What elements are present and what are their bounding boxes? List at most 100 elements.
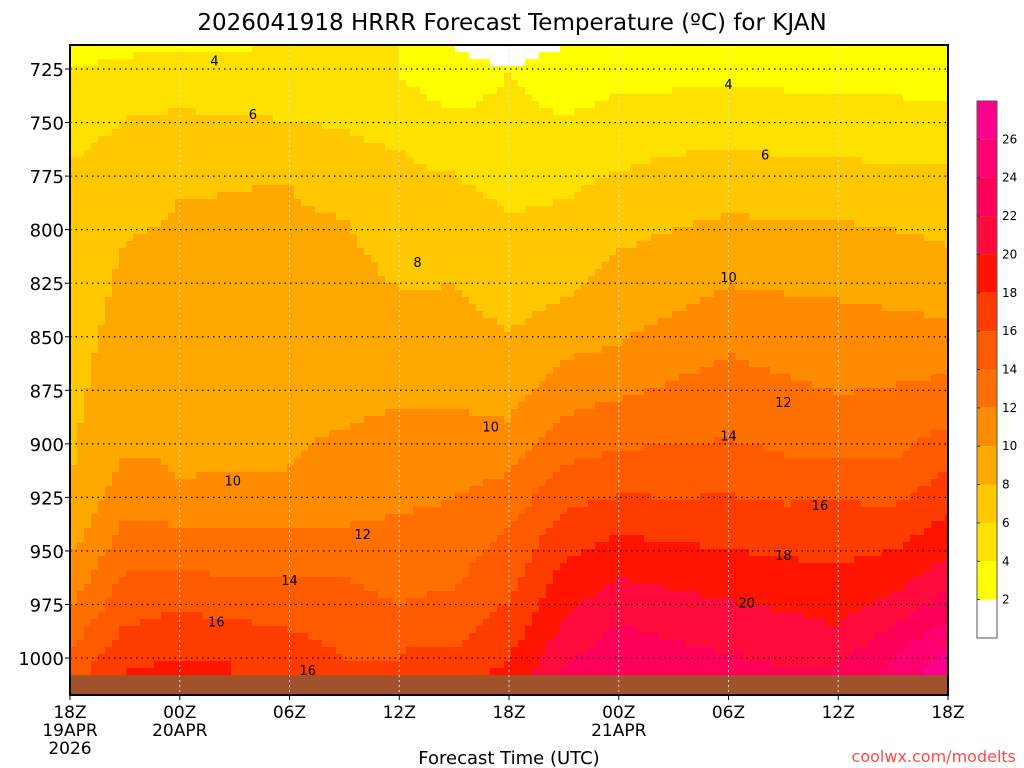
temperature-cell: [84, 290, 92, 298]
temperature-cell: [238, 143, 246, 151]
temperature-cell: [210, 304, 218, 312]
temperature-cell: [406, 556, 414, 564]
temperature-cell: [119, 192, 127, 200]
temperature-cell: [126, 157, 134, 165]
temperature-cell: [378, 339, 386, 347]
temperature-cell: [322, 612, 330, 620]
temperature-cell: [322, 332, 330, 340]
temperature-cell: [154, 486, 162, 494]
temperature-cell: [231, 528, 239, 536]
temperature-cell: [147, 255, 155, 263]
temperature-cell: [357, 416, 365, 424]
temperature-cell: [357, 472, 365, 480]
temperature-cell: [406, 619, 414, 627]
temperature-cell: [434, 500, 442, 508]
temperature-cell: [231, 395, 239, 403]
temperature-cell: [119, 535, 127, 543]
temperature-cell: [399, 346, 407, 354]
temperature-cell: [133, 626, 141, 634]
temperature-cell: [182, 570, 190, 578]
temperature-cell: [364, 402, 372, 410]
temperature-cell: [413, 87, 421, 95]
temperature-cell: [308, 381, 316, 389]
temperature-cell: [413, 458, 421, 466]
temperature-cell: [301, 80, 309, 88]
temperature-cell: [182, 479, 190, 487]
temperature-cell: [357, 402, 365, 410]
temperature-cell: [98, 500, 106, 508]
temperature-cell: [336, 52, 344, 60]
temperature-cell: [112, 647, 120, 655]
temperature-cell: [329, 318, 337, 326]
temperature-cell: [161, 556, 169, 564]
temperature-cell: [112, 409, 120, 417]
temperature-cell: [406, 395, 414, 403]
temperature-cell: [420, 290, 428, 298]
temperature-cell: [371, 87, 379, 95]
temperature-cell: [287, 591, 295, 599]
temperature-cell: [364, 388, 372, 396]
temperature-cell: [196, 633, 204, 641]
temperature-cell: [350, 598, 358, 606]
temperature-cell: [196, 493, 204, 501]
temperature-cell: [105, 451, 113, 459]
temperature-cell: [175, 80, 183, 88]
temperature-cell: [392, 521, 400, 529]
temperature-cell: [231, 297, 239, 305]
temperature-cell: [91, 444, 99, 452]
temperature-cell: [210, 668, 218, 676]
temperature-cell: [259, 157, 267, 165]
temperature-cell: [294, 598, 302, 606]
temperature-cell: [203, 122, 211, 130]
temperature-cell: [203, 486, 211, 494]
temperature-cell: [189, 45, 197, 53]
temperature-cell: [392, 374, 400, 382]
temperature-cell: [434, 213, 442, 221]
temperature-cell: [413, 381, 421, 389]
temperature-cell: [287, 290, 295, 298]
temperature-cell: [217, 199, 225, 207]
temperature-cell: [350, 157, 358, 165]
temperature-cell: [420, 633, 428, 641]
temperature-cell: [112, 563, 120, 571]
temperature-cell: [294, 591, 302, 599]
temperature-cell: [210, 542, 218, 550]
temperature-cell: [350, 241, 358, 249]
temperature-cell: [399, 304, 407, 312]
temperature-cell: [182, 591, 190, 599]
temperature-cell: [266, 486, 274, 494]
temperature-cell: [217, 241, 225, 249]
temperature-cell: [168, 374, 176, 382]
temperature-cell: [350, 633, 358, 641]
temperature-cell: [371, 507, 379, 515]
temperature-cell: [392, 269, 400, 277]
temperature-cell: [406, 577, 414, 585]
temperature-cell: [301, 395, 309, 403]
temperature-cell: [259, 87, 267, 95]
temperature-cell: [203, 514, 211, 522]
temperature-cell: [413, 563, 421, 571]
temperature-cell: [294, 248, 302, 256]
temperature-cell: [266, 311, 274, 319]
temperature-cell: [420, 150, 428, 158]
temperature-cell: [406, 325, 414, 333]
temperature-cell: [175, 73, 183, 81]
temperature-cell: [112, 276, 120, 284]
temperature-cell: [441, 227, 449, 235]
temperature-cell: [161, 297, 169, 305]
temperature-cell: [252, 437, 260, 445]
temperature-cell: [350, 325, 358, 333]
temperature-cell: [350, 234, 358, 242]
temperature-cell: [217, 528, 225, 536]
temperature-cell: [203, 143, 211, 151]
temperature-cell: [378, 227, 386, 235]
temperature-cell: [112, 395, 120, 403]
temperature-cell: [434, 591, 442, 599]
temperature-cell: [133, 381, 141, 389]
temperature-cell: [105, 465, 113, 473]
temperature-cell: [399, 248, 407, 256]
temperature-cell: [301, 381, 309, 389]
temperature-cell: [161, 87, 169, 95]
temperature-cell: [280, 395, 288, 403]
temperature-cell: [112, 423, 120, 431]
